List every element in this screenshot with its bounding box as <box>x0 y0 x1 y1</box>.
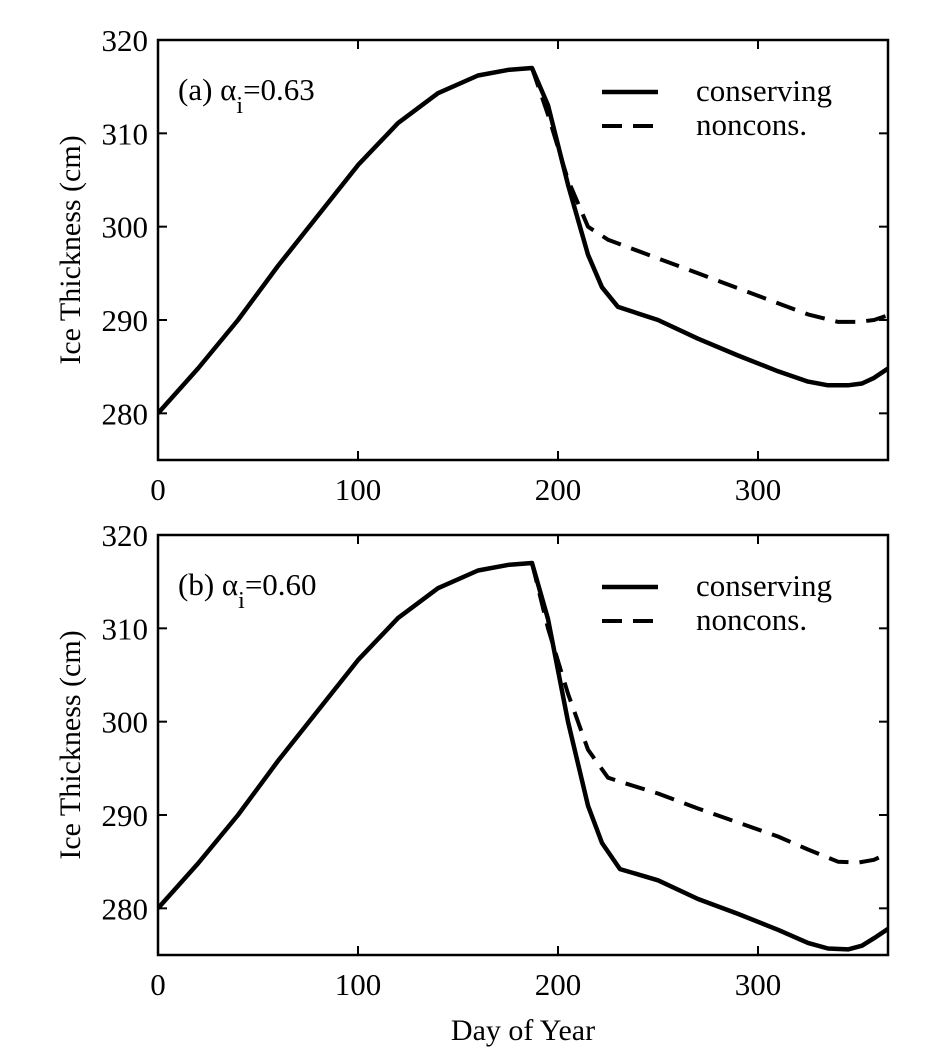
panel-b: 0 100 200 300 280 290 300 310 320 Ice Thickness (… <box>54 518 890 1002</box>
series-line-conserving <box>158 65 888 415</box>
y-tick-label: 320 <box>102 518 149 553</box>
x-tick-label: 300 <box>735 472 782 507</box>
y-tick-label: 310 <box>102 611 149 646</box>
series-line-noncons <box>530 562 888 865</box>
series-line-conserving <box>158 560 888 952</box>
y-axis-title: Ice Thickness (cm) <box>54 135 87 364</box>
y-tick-label: 280 <box>102 891 149 926</box>
panel-label: (a) αi=0.63 <box>178 72 315 119</box>
x-tick-label: 0 <box>150 967 166 1002</box>
y-tick-label: 280 <box>102 396 149 431</box>
y-tick-label: 290 <box>102 303 149 338</box>
legend-label: noncons. <box>696 107 807 142</box>
plot-frame <box>156 533 890 957</box>
legend-label: conserving <box>696 73 832 108</box>
x-tick-label: 300 <box>735 967 782 1002</box>
alpha-subscript: i <box>236 93 243 119</box>
panel-label-value: =0.63 <box>243 72 315 107</box>
x-tick-label: 200 <box>535 967 582 1002</box>
series-line-noncons <box>530 67 888 324</box>
x-tick-label: 100 <box>335 472 382 507</box>
x-tick-label: 200 <box>535 472 582 507</box>
alpha-symbol: α <box>220 72 236 107</box>
plot-frame <box>156 38 890 462</box>
x-axis-title: Day of Year <box>451 1014 595 1047</box>
alpha-symbol: α <box>222 567 238 602</box>
y-tick-label: 300 <box>102 705 149 740</box>
panel-label-prefix: (b) <box>178 567 222 602</box>
legend-label: noncons. <box>696 602 807 637</box>
y-axis-title: Ice Thickness (cm) <box>54 630 87 859</box>
x-tick-label: 100 <box>335 967 382 1002</box>
y-tick-label: 320 <box>102 23 149 58</box>
legend-label: conserving <box>696 568 832 603</box>
panel-label-prefix: (a) <box>178 72 220 107</box>
panel-label-value: =0.60 <box>245 567 317 602</box>
panel-a: 0 100 200 300 280 290 300 310 320 Ice Thickness (… <box>54 23 890 507</box>
y-tick-label: 310 <box>102 116 149 151</box>
panel-label: (b) αi=0.60 <box>178 567 317 614</box>
alpha-subscript: i <box>238 588 245 614</box>
x-tick-label: 0 <box>150 472 166 507</box>
y-tick-label: 290 <box>102 798 149 833</box>
y-tick-label: 300 <box>102 210 149 245</box>
